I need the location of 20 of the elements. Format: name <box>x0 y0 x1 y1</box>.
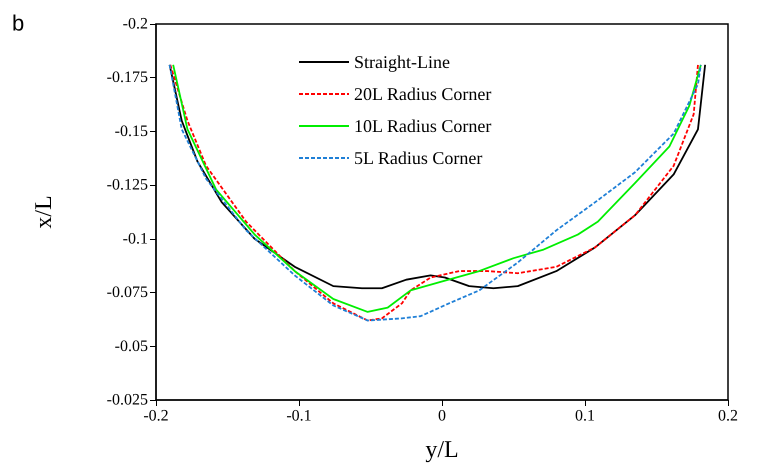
legend-label: 20L Radius Corner <box>354 84 492 104</box>
y-tick-label: -0.075 <box>106 284 148 302</box>
x-tick-label: 0 <box>438 408 446 424</box>
y-tick-label: -0.2 <box>122 16 148 32</box>
y-tick-label: -0.05 <box>114 338 148 355</box>
x-tick-label: -0.2 <box>143 408 169 424</box>
legend-label: 5L Radius Corner <box>354 148 482 168</box>
x-tick-label: 0.2 <box>718 408 738 424</box>
y-tick-label: -0.175 <box>106 69 148 86</box>
y-tick-label: -0.125 <box>106 176 148 194</box>
text: b <box>12 10 24 36</box>
y-tick-label: -0.025 <box>106 392 148 408</box>
legend-label: 10L Radius Corner <box>354 116 492 136</box>
legend-label: Straight-Line <box>354 52 450 72</box>
y-tick-label: -0.1 <box>122 230 148 248</box>
y-tick-label: -0.15 <box>114 122 148 140</box>
x-tick-label: -0.1 <box>286 408 312 424</box>
y-axis-title: x/L <box>31 195 57 229</box>
x-axis-title: y/L <box>425 437 459 463</box>
x-tick-label: 0.1 <box>575 408 595 424</box>
